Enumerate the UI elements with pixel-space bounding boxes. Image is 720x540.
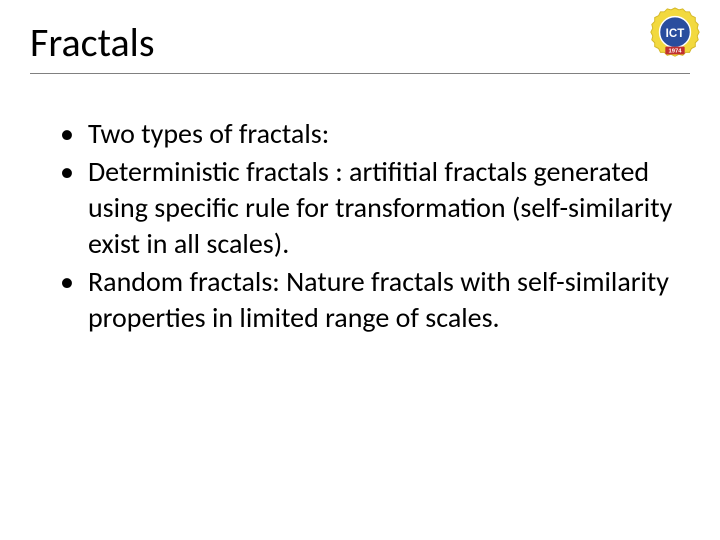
- bullet-item: • Deterministic fractals : artifitial fr…: [60, 154, 690, 262]
- bullet-text: Random fractals: Nature fractals with se…: [88, 264, 690, 336]
- slide-container: ICT 1974 Fractals • Two types of fractal…: [0, 0, 720, 540]
- bullet-text: Two types of fractals:: [88, 116, 329, 152]
- title-underline: [30, 73, 690, 74]
- slide-content: • Two types of fractals: • Deterministic…: [30, 116, 690, 336]
- bullet-dot-icon: •: [60, 264, 74, 300]
- bullet-text: Deterministic fractals : artifitial frac…: [88, 154, 690, 262]
- logo-text-icon: ICT: [666, 27, 685, 40]
- bullet-dot-icon: •: [60, 116, 74, 152]
- bullet-item: • Random fractals: Nature fractals with …: [60, 264, 690, 336]
- logo-year-icon: 1974: [669, 48, 683, 54]
- bullet-item: • Two types of fractals:: [60, 116, 690, 152]
- slide-title: Fractals: [30, 18, 690, 67]
- ict-logo: ICT 1974: [646, 6, 704, 64]
- bullet-dot-icon: •: [60, 154, 74, 190]
